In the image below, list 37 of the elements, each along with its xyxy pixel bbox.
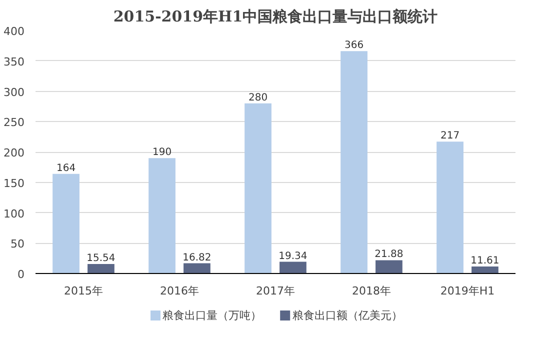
x-tick-label: 2015年 [64, 284, 104, 298]
y-tick-label: 0 [18, 268, 24, 281]
y-tick-label: 200 [4, 146, 25, 160]
x-tick-label: 2017年 [256, 284, 296, 298]
y-tick-label: 250 [4, 116, 25, 130]
x-tick-label: 2019年H1 [440, 284, 495, 298]
data-label: 11.61 [470, 255, 500, 266]
data-label: 21.88 [374, 249, 404, 260]
data-label: 280 [248, 92, 268, 104]
bar [52, 174, 80, 274]
chart-title: 2015-2019年H1中国粮食出口量与出口额统计 [113, 8, 438, 26]
legend-label: 粮食出口额（亿美元） [292, 309, 402, 322]
y-tick-label: 50 [10, 238, 25, 251]
data-label: 366 [344, 40, 364, 52]
data-label: 16.82 [182, 252, 212, 264]
y-tick-label: 100 [4, 207, 25, 220]
y-tick-label: 400 [4, 25, 25, 38]
bar [472, 266, 498, 274]
bar [148, 158, 176, 274]
bar [184, 263, 210, 274]
bar [376, 260, 402, 274]
x-tick-label: 2016年 [160, 284, 200, 298]
x-tick-label: 2018年 [352, 284, 392, 298]
bar [88, 264, 114, 274]
bar [436, 142, 464, 274]
bar [244, 103, 272, 274]
data-label: 15.54 [86, 253, 116, 264]
data-label: 164 [56, 162, 76, 174]
y-tick-label: 350 [4, 55, 25, 68]
legend-label: 粮食出口量（万吨） [162, 309, 262, 322]
bar [280, 262, 306, 274]
y-tick-label: 150 [4, 176, 25, 190]
y-tick-label: 300 [4, 86, 25, 99]
data-label: 217 [440, 130, 460, 142]
data-label: 19.34 [278, 250, 308, 262]
bar [340, 51, 368, 274]
data-label: 190 [152, 147, 172, 158]
